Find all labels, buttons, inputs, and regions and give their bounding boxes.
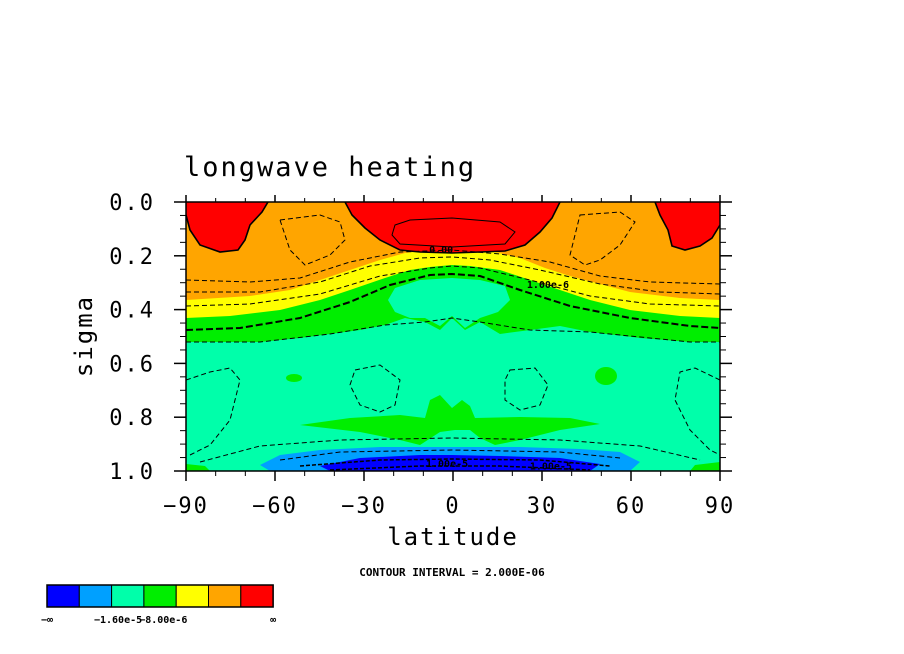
legend-frame — [46, 584, 274, 608]
y-tick-label: 0.4 — [109, 299, 155, 324]
legend-swatch — [111, 584, 145, 608]
contour-dashed-box-left — [349, 364, 401, 413]
contour-label: 1.00e-5 — [530, 462, 572, 473]
y-tick-label: 0.0 — [109, 191, 155, 216]
color-legend: −∞ −1.60e-5−8.00e-6 ∞ — [41, 584, 276, 626]
legend-swatch — [240, 584, 274, 608]
contour-label: 0.00 — [429, 245, 453, 256]
legend-swatch — [208, 584, 242, 608]
contour-dashed-4 — [186, 317, 720, 343]
x-tick-label: −30 — [341, 494, 387, 519]
region-orange — [186, 202, 720, 300]
contour-dashed-box-right — [504, 367, 549, 411]
legend-label: ∞ — [270, 615, 276, 626]
contour-labels: 0.00 1.00e-6 1.00e-5 1.00e-5 — [426, 245, 572, 473]
x-tick-label: 60 — [616, 494, 647, 519]
contour-dashed-surface-2 — [279, 449, 621, 461]
x-tick-label: 0 — [445, 494, 460, 519]
y-tick-label: 0.8 — [109, 406, 155, 431]
contour-solid-red-left — [186, 202, 269, 253]
contour-dashed-orange-left — [279, 214, 346, 266]
contour-label: 1.00e-5 — [426, 459, 468, 470]
x-tick-label: 30 — [527, 494, 558, 519]
contour-dashed-surface-3 — [299, 458, 611, 467]
legend-label: −1.60e-5 — [94, 615, 142, 626]
contour-dashed-mid-right — [674, 367, 720, 456]
region-green-island-lower — [300, 395, 600, 445]
y-tick-label: 0.6 — [109, 352, 155, 377]
y-tick-label: 1.0 — [109, 460, 155, 485]
contour-dashed-surface-1 — [199, 437, 701, 463]
contour-dashed-surface-4 — [329, 465, 591, 471]
contour-interval-note: CONTOUR INTERVAL = 2.000E-06 — [359, 566, 545, 579]
legend-label: −∞ — [41, 615, 53, 626]
region-red-left — [186, 202, 268, 252]
contour-dashed-thick — [186, 272, 720, 331]
contour-lines — [186, 202, 720, 471]
legend-swatch — [46, 584, 80, 608]
legend-label: −8.00e-6 — [139, 615, 187, 626]
x-tick-label: −60 — [252, 494, 298, 519]
contour-solid-red-center — [344, 202, 561, 254]
contour-solid-red-right — [654, 202, 720, 251]
contour-dashed-orange-right — [569, 211, 636, 266]
region-green-surface-right — [690, 462, 720, 471]
region-aqua-bulge — [388, 278, 510, 328]
legend-swatch — [175, 584, 209, 608]
contour-dashed-1 — [186, 249, 720, 285]
contour-dashed-mid-left — [186, 367, 241, 456]
chart-title: longwave heating — [184, 152, 476, 183]
region-red-center — [345, 202, 560, 253]
region-green-surface-left — [186, 464, 210, 471]
x-axis-label: latitude — [387, 523, 519, 551]
contour-solid-inner-center — [391, 217, 516, 248]
y-axis-label: sigma — [70, 295, 98, 377]
contour-label: 1.00e-6 — [527, 280, 569, 291]
x-tick-label: −90 — [163, 494, 209, 519]
region-green-island-right — [595, 367, 617, 385]
x-tick-label: 90 — [705, 494, 736, 519]
contour-dashed-2 — [186, 256, 720, 295]
y-tick-label: 0.2 — [109, 245, 155, 270]
region-red-right — [655, 202, 720, 250]
legend-swatch — [143, 584, 177, 608]
axis-ticks: −90 −60 −30 0 30 60 90 0.0 0.2 0.4 0.6 0.8 1.0 — [109, 191, 736, 519]
legend-swatch — [78, 584, 113, 608]
region-green-island-left — [286, 374, 302, 382]
